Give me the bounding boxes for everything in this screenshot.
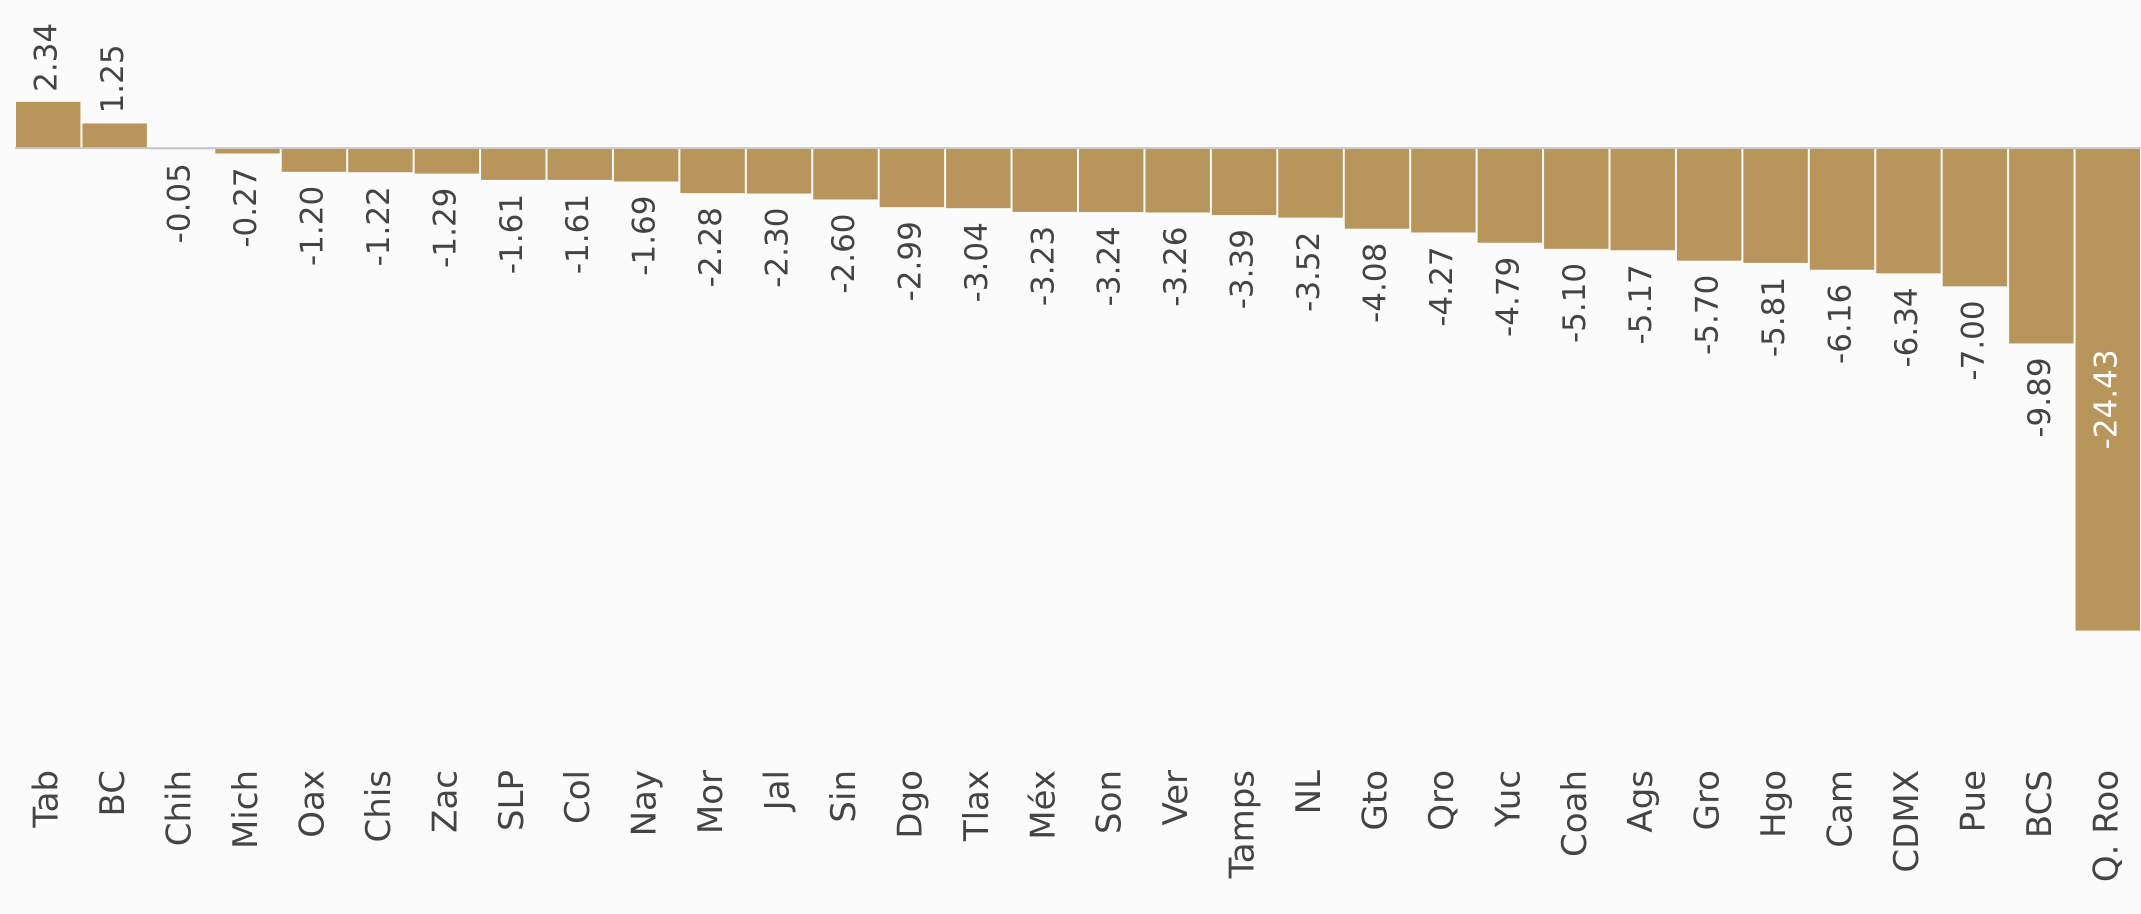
bar	[1676, 148, 1742, 261]
bar	[547, 148, 612, 180]
bar	[1942, 148, 2008, 287]
value-label: -24.43	[2088, 349, 2124, 449]
x-tick-label: Ags	[1621, 770, 1661, 833]
bar	[1344, 148, 1410, 229]
value-label: -0.05	[162, 163, 198, 243]
bar	[481, 148, 546, 180]
bar	[348, 148, 413, 173]
bar	[1876, 148, 1941, 274]
value-label: -2.99	[892, 221, 928, 301]
bar	[82, 123, 147, 149]
x-tick-label: Col	[558, 770, 598, 824]
x-tick-label: Q. Roo	[2086, 770, 2126, 882]
x-tick-label: Jal	[758, 770, 798, 812]
value-label: -3.23	[1025, 226, 1061, 306]
x-tick-label: Oax	[292, 770, 332, 838]
bar	[946, 148, 1011, 209]
x-tick-label: Mor	[691, 770, 731, 834]
x-tick-label: Tab	[27, 770, 67, 829]
x-tick-label: BCS	[2020, 770, 2060, 838]
value-label: -1.61	[560, 194, 596, 274]
bar	[1743, 148, 1808, 263]
bar	[1278, 148, 1343, 218]
x-tick-label: Gro	[1688, 770, 1728, 830]
bar	[680, 148, 745, 194]
x-tick-label: Pue	[1953, 770, 1993, 832]
x-tick-label: Ver	[1156, 770, 1196, 826]
value-label: -6.16	[1823, 284, 1859, 364]
x-tick-label: Qro	[1422, 770, 1462, 831]
x-tick-label: Yuc	[1488, 770, 1528, 828]
value-label: -2.30	[760, 208, 796, 288]
x-tick-label: Cam	[1821, 770, 1861, 848]
x-tick-label: SLP	[492, 770, 532, 831]
value-label: -1.61	[494, 194, 530, 274]
value-label: -3.26	[1158, 227, 1194, 307]
x-tick-label: NL	[1289, 770, 1329, 814]
value-label: -0.27	[228, 167, 264, 247]
x-tick-label: Gto	[1355, 770, 1395, 830]
x-tick-label: Mich	[226, 770, 266, 849]
x-tick-label: Tamps	[1223, 770, 1263, 879]
bar	[1544, 148, 1609, 249]
value-label: -5.81	[1756, 277, 1792, 357]
bar	[1211, 148, 1277, 216]
x-tick-label: Tlax	[957, 770, 997, 842]
value-label: -3.52	[1291, 232, 1327, 312]
value-label: -5.70	[1690, 275, 1726, 355]
x-tick-label: Sin	[824, 770, 864, 823]
bar	[1809, 148, 1875, 270]
bar	[1411, 148, 1476, 233]
value-label: -3.24	[1092, 226, 1128, 306]
x-tick-label: Méx	[1023, 770, 1063, 840]
value-label: 2.34	[29, 23, 65, 92]
x-tick-label: Nay	[625, 770, 665, 836]
value-label: -4.08	[1357, 243, 1393, 323]
value-label: 1.25	[95, 44, 131, 113]
x-tick-label: Chih	[160, 770, 200, 846]
bar	[746, 148, 812, 194]
value-label: -1.69	[627, 195, 663, 275]
bar	[813, 148, 878, 200]
value-label: -1.29	[427, 188, 463, 268]
value-label: -6.34	[1889, 287, 1925, 367]
value-label: -2.60	[826, 213, 862, 293]
value-label: -9.89	[2022, 357, 2058, 437]
bar	[1079, 148, 1144, 213]
x-tick-label: Coah	[1555, 770, 1595, 857]
x-tick-label: Hgo	[1754, 770, 1794, 838]
bar	[613, 148, 679, 182]
bar	[1477, 148, 1543, 243]
value-label: -2.28	[693, 207, 729, 287]
value-label: -4.79	[1490, 257, 1526, 337]
bar	[16, 101, 81, 149]
x-tick-label: BC	[93, 770, 133, 816]
bar	[1012, 148, 1077, 212]
x-tick-label: Zac	[425, 770, 465, 833]
bar	[1610, 148, 1675, 251]
value-label: -3.04	[959, 222, 995, 302]
bar	[281, 148, 347, 172]
x-tick-label: CDMX	[1887, 770, 1927, 873]
value-label: -3.39	[1225, 229, 1261, 309]
bar	[879, 148, 945, 208]
x-tick-label: Son	[1090, 770, 1130, 834]
bar	[2009, 148, 2074, 344]
value-label: -4.27	[1424, 246, 1460, 326]
value-label: -1.20	[294, 186, 330, 266]
value-label: -7.00	[1955, 300, 1991, 380]
x-tick-label: Chis	[359, 770, 399, 842]
bar	[414, 148, 480, 174]
bar	[215, 148, 280, 154]
bar	[2075, 148, 2140, 631]
value-label: -5.17	[1623, 264, 1659, 344]
x-tick-label: Dgo	[890, 770, 930, 839]
value-label: -1.22	[361, 186, 397, 266]
value-label: -5.10	[1557, 263, 1593, 343]
bar	[1145, 148, 1210, 213]
